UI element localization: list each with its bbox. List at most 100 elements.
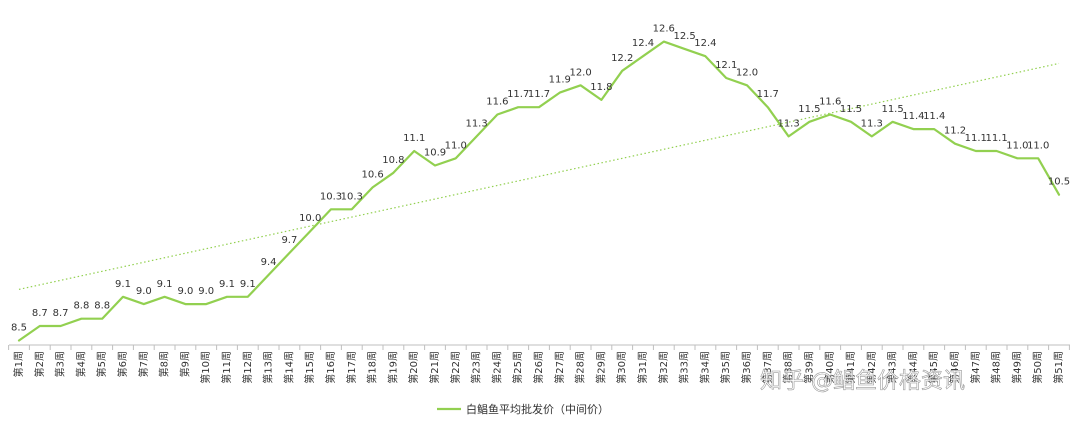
x-tick-label: 第22周 [449, 351, 462, 384]
data-label-layer: 8.5 8.7 8.7 8.8 8.8 9.1 9.0 9.1 9.0 9.0 9.1 9.1 9.4 9… [11, 24, 1070, 334]
data-label: 11.0 [1027, 140, 1049, 151]
data-label: 12.0 [736, 67, 758, 78]
x-tick-label: 第49周 [1010, 351, 1023, 384]
x-tick-label: 第36周 [740, 351, 753, 384]
data-label: 11.7 [757, 89, 779, 100]
data-label: 10.0 [299, 213, 321, 224]
watermark: 知乎 @鲳鱼价格资讯 [760, 369, 966, 395]
x-tick-label: 第51周 [1052, 351, 1065, 384]
data-label: 11.2 [944, 126, 966, 137]
data-label: 11.4 [902, 111, 924, 122]
data-label: 10.8 [382, 155, 404, 166]
x-tick-label: 第38周 [782, 351, 795, 384]
data-label: 12.0 [569, 67, 591, 78]
x-tick-label: 第28周 [574, 351, 587, 384]
x-tick-label: 第15周 [303, 351, 316, 384]
data-label: 11.1 [403, 133, 425, 144]
x-tick-label: 第23周 [470, 351, 483, 384]
trendline-layer [18, 62, 1060, 290]
x-tick-label: 第20周 [407, 351, 420, 384]
data-label: 11.9 [549, 75, 571, 86]
data-label: 11.4 [923, 111, 945, 122]
data-label: 11.7 [528, 89, 550, 100]
x-tick-label: 第18周 [366, 351, 379, 384]
data-label: 11.3 [777, 118, 799, 129]
x-tick-label: 第19周 [386, 351, 399, 384]
x-tick-label: 第9周 [178, 351, 191, 377]
data-label: 11.5 [798, 104, 820, 115]
data-label: 9.4 [261, 257, 277, 268]
data-label: 11.1 [965, 133, 987, 144]
x-tick-label: 第12周 [241, 351, 254, 384]
data-label: 8.5 [11, 323, 27, 334]
trendline [18, 62, 1060, 290]
x-tick-label: 第24周 [490, 351, 503, 384]
data-label: 9.0 [198, 286, 214, 297]
data-label: 10.3 [341, 191, 363, 202]
x-tick-label: 第39周 [802, 351, 815, 384]
data-label: 9.1 [115, 279, 131, 290]
series-line [17, 40, 1061, 342]
x-tick-label: 第5周 [95, 351, 108, 377]
data-label: 11.6 [819, 97, 841, 108]
x-tick-label: 第21周 [428, 351, 441, 384]
x-tick-label: 第26周 [532, 351, 545, 384]
x-tick-label: 第48周 [990, 351, 1003, 384]
data-label: 10.9 [424, 148, 446, 159]
data-label: 12.2 [611, 53, 633, 64]
x-tick-label: 第27周 [553, 351, 566, 384]
data-label: 9.1 [219, 279, 235, 290]
x-tick-label: 第8周 [158, 351, 171, 377]
x-tick-label: 第14周 [282, 351, 295, 384]
data-label: 12.6 [653, 24, 675, 35]
data-label: 12.4 [694, 38, 716, 49]
data-label: 11.5 [881, 104, 903, 115]
x-tick-label: 第7周 [137, 351, 150, 377]
x-tick-label: 第44周 [906, 351, 919, 384]
data-label: 12.4 [632, 38, 654, 49]
data-label: 10.3 [320, 191, 342, 202]
x-tick-label: 第45周 [927, 351, 940, 384]
x-tick-label: 第37周 [761, 351, 774, 384]
x-tick-label: 第50周 [1031, 351, 1044, 384]
legend: 白鲳鱼平均批发价（中间价） [437, 402, 609, 416]
x-tick-label: 第6周 [116, 351, 129, 377]
data-label: 8.8 [73, 301, 89, 312]
x-tick-label: 第33周 [678, 351, 691, 384]
x-tick-label: 第35周 [719, 351, 732, 384]
x-tick-label: 第25周 [511, 351, 524, 384]
x-tick-label: 第1周 [12, 351, 25, 377]
data-label: 11.6 [486, 97, 508, 108]
series-line-layer [17, 40, 1061, 342]
data-label: 11.3 [861, 118, 883, 129]
x-tick-label: 第11周 [220, 351, 233, 384]
x-tick-label: 第4周 [74, 351, 87, 377]
x-tick-label: 第46周 [948, 351, 961, 384]
data-label: 11.3 [465, 118, 487, 129]
x-tick-label: 第43周 [886, 351, 899, 384]
data-label: 11.5 [840, 104, 862, 115]
data-label: 11.8 [590, 82, 612, 93]
x-tick-label: 第13周 [262, 351, 275, 384]
x-tick-label: 第41周 [844, 351, 857, 384]
data-label: 9.7 [281, 235, 297, 246]
data-label: 10.5 [1048, 177, 1070, 188]
x-tick-label: 第17周 [345, 351, 358, 384]
x-tick-label: 第31周 [636, 351, 649, 384]
x-tick-label: 第40周 [823, 351, 836, 384]
data-label: 11.1 [985, 133, 1007, 144]
x-tick-label: 第10周 [199, 351, 212, 384]
x-axis: 第1周 第2周 第3周 第4周 第5周 第6周 第7周 第8周 第9周 第10周 第11周 第12周第… [8, 344, 1070, 384]
legend-label: 白鲳鱼平均批发价（中间价） [466, 402, 609, 416]
data-label: 9.0 [177, 286, 193, 297]
data-label: 12.1 [715, 60, 737, 71]
data-label: 8.7 [32, 308, 48, 319]
data-label: 9.0 [136, 286, 152, 297]
data-label: 11.0 [445, 140, 467, 151]
x-tick-label: 第34周 [698, 351, 711, 384]
data-label: 8.7 [53, 308, 69, 319]
data-label: 11.0 [1006, 140, 1028, 151]
data-label: 12.5 [673, 31, 695, 42]
x-tick-label: 第2周 [33, 351, 46, 377]
